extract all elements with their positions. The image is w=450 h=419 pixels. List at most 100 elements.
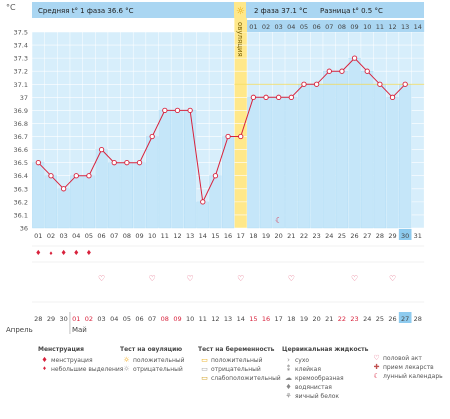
cycle-day-label: 10 (148, 232, 156, 240)
cycle-day-label: 25 (338, 232, 346, 240)
cycle-day-label: 07 (110, 232, 118, 240)
legend-item: водянистая (295, 384, 332, 391)
moon-icon: ☾ (373, 372, 380, 380)
legend-title: Тест на беременность (198, 346, 275, 353)
cycle-day-label: 01 (34, 232, 42, 240)
legend: Менструация ♦ менструация ♦ небольшие выде… (10, 346, 446, 416)
calendar-date-label: 06 (135, 315, 143, 323)
post-ovulation-row (247, 20, 425, 32)
legend-item: отрицательный (133, 366, 183, 373)
y-tick-label: 37.3 (14, 55, 28, 63)
temperature-bar (386, 97, 399, 229)
temperature-bar (146, 136, 159, 229)
heart-icon: ♡ (237, 274, 244, 283)
heart-icon: ♡ (149, 274, 156, 283)
post-ovulation-day-labels: 01 02 03 04 05 06 07 08 09 10 11 12 13 14 (234, 18, 425, 32)
cycle-day-label: 28 (376, 232, 384, 240)
calendar-date-label: 26 (388, 315, 396, 323)
legend-title: Менструация (38, 346, 84, 353)
post-ovulation-day-label: 10 (363, 23, 371, 31)
legend-cervical-fluid: Цервикальная жидкость › сухо ⁑ клейкая ☁ кр… (282, 346, 368, 401)
heart-icon: ♡ (351, 274, 358, 283)
post-ovulation-day-label: 13 (401, 23, 409, 31)
menstruation-icon: ♦ (86, 249, 92, 257)
temperature-bar (373, 84, 387, 229)
cycle-day-label: 29 (388, 232, 396, 240)
temperature-point (276, 94, 282, 100)
y-unit-label: °C (6, 3, 16, 12)
temperature-bar (44, 175, 58, 229)
calendar-date-label: 11 (199, 315, 207, 323)
post-ovulation-day-label: 02 (262, 23, 270, 31)
temperature-point (326, 68, 332, 74)
sun-grey-icon: ☼ (123, 365, 130, 373)
post-ovulation-day-label: 11 (376, 23, 384, 31)
ovulation-label: овуляция (236, 22, 244, 57)
temperature-bar (57, 188, 70, 229)
legend-item: прием лекарств (383, 364, 434, 371)
cycle-day-label: 15 (211, 232, 219, 240)
cycle-day-label: 26 (350, 232, 358, 240)
y-tick-label: 36.7 (14, 133, 28, 141)
temperature-line (37, 57, 406, 204)
y-tick-label: 36.8 (14, 120, 28, 128)
calendar-date-label: 24 (363, 315, 371, 323)
y-tick-label: 36.6 (14, 146, 28, 154)
calendar-date-label: 16 (262, 315, 270, 323)
calendar-date-label: 15 (249, 315, 257, 323)
temperature-point (212, 173, 219, 179)
temperature-point (288, 94, 294, 100)
temperature-point (111, 160, 117, 166)
y-axis-ticks: 36 36.1 36.2 36.3 36.4 36.5 36.6 36.7 36.8 36.9 37… (14, 29, 28, 233)
test-negative-icon: ▭ (201, 365, 208, 373)
calendar-date-label: 21 (325, 315, 333, 323)
post-ovulation-day-label: 12 (388, 23, 396, 31)
ovulation-header (234, 2, 246, 18)
highlight-day-cell (398, 229, 412, 240)
temperature-bars (32, 57, 412, 229)
y-tick-label: 37.1 (14, 81, 28, 89)
calendar-date-label: 27 (401, 315, 409, 323)
menstruation-icon: ♦ (60, 249, 66, 257)
calendar-date-label: 28 (34, 315, 42, 323)
legend-pregnancy-test: Тест на беременность ▭ положительный ▭ отр… (198, 346, 281, 383)
temperature-point (389, 94, 396, 100)
calendar-date-label: 22 (338, 315, 346, 323)
legend-item: клейкая (295, 366, 321, 373)
post-ovulation-day-label: 08 (338, 23, 346, 31)
calendar-date-label: 02 (85, 315, 93, 323)
temperature-point (339, 68, 345, 74)
phase2-avg-label: 2 фаза 37.1 °C (254, 7, 308, 15)
temperature-point (377, 81, 383, 87)
calendar-date-label: 10 (186, 315, 194, 323)
watery-icon: ♦ (285, 383, 292, 391)
ovulation-band-rect (234, 32, 248, 228)
y-tick-label: 37 (20, 94, 28, 102)
dry-icon: › (287, 356, 290, 364)
calendar-date-label: 18 (287, 315, 295, 323)
legend-title: Тест на овуляцию (120, 346, 183, 353)
legend-item: менструация (51, 357, 93, 364)
temperature-point (301, 81, 307, 87)
temperature-bar (108, 162, 121, 229)
heart-icon: ♡ (389, 274, 396, 283)
calendar-date-label: 01 (72, 315, 80, 323)
temperature-point (174, 107, 181, 114)
heart-icon: ♡ (288, 274, 295, 283)
calendar-date-label: 04 (110, 315, 118, 323)
legend-item: половой акт (383, 355, 422, 362)
heart-icon: ♡ (98, 274, 105, 283)
cycle-day-labels: 01 02 03 04 05 06 07 08 09 10 11 12 13 14 15 16 17 18 19 20… (34, 229, 422, 240)
temperature-bar (335, 70, 349, 229)
calendar-date-label: 09 (173, 315, 181, 323)
calendar-date-label: 30 (59, 315, 67, 323)
y-tick-label: 37.5 (14, 29, 28, 37)
temperature-point (162, 107, 168, 114)
legend-ovulation-test: Тест на овуляцию ☼ положительный ☼ отрицат… (120, 346, 185, 374)
y-tick-label: 36 (20, 225, 28, 233)
legend-item: положительный (211, 357, 263, 364)
cycle-day-label: 27 (363, 232, 371, 240)
phase1-avg-label: Средняя t° 1 фаза 36.6 °C (38, 7, 134, 15)
temperature-point (200, 199, 206, 205)
legend-menstruation: Менструация ♦ менструация ♦ небольшие выде… (38, 346, 123, 374)
